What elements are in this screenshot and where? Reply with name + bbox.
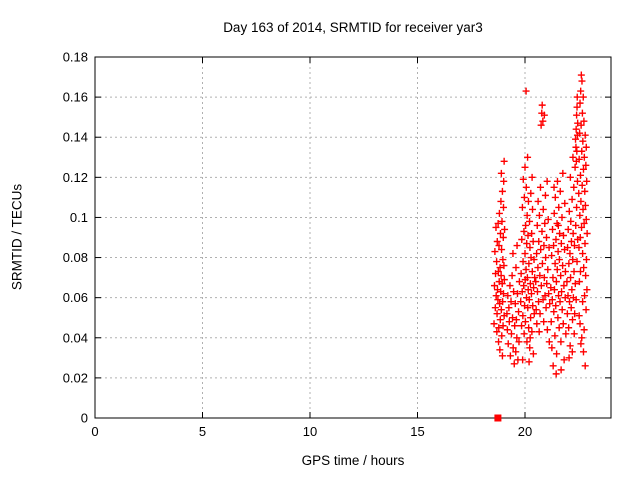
- x-axis-label: GPS time / hours: [301, 453, 405, 468]
- y-tick-label: 0.06: [63, 290, 88, 305]
- y-tick-label: 0.08: [63, 250, 88, 265]
- y-tick-label: 0.12: [63, 170, 88, 185]
- plot-border: [94, 56, 612, 419]
- chart-title: Day 163 of 2014, SRMTID for receiver yar…: [223, 20, 483, 35]
- y-tick-label: 0.1: [70, 210, 88, 225]
- x-tick-label: 0: [91, 424, 98, 439]
- data-point-square: [494, 414, 502, 422]
- x-tick-label: 20: [518, 424, 532, 439]
- x-tick-label: 10: [303, 424, 317, 439]
- x-tick-label: 15: [410, 424, 424, 439]
- y-tick-label: 0.14: [63, 130, 88, 145]
- y-tick-label: 0.02: [63, 370, 88, 385]
- y-tick-label: 0.16: [63, 90, 88, 105]
- y-tick-label: 0: [81, 411, 88, 426]
- y-tick-label: 0.04: [63, 330, 88, 345]
- x-tick-label: 5: [199, 424, 206, 439]
- scatter-points-plus: [490, 71, 591, 378]
- y-tick-label: 0.18: [63, 50, 88, 65]
